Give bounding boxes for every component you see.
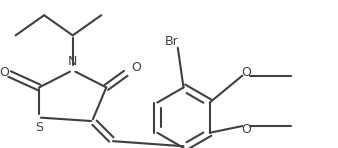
Text: O: O: [242, 66, 251, 79]
Text: O: O: [131, 61, 141, 74]
Text: N: N: [68, 55, 77, 68]
Text: O: O: [242, 123, 251, 136]
Text: O: O: [0, 66, 9, 79]
Text: Br: Br: [165, 35, 179, 48]
Text: S: S: [35, 121, 43, 133]
